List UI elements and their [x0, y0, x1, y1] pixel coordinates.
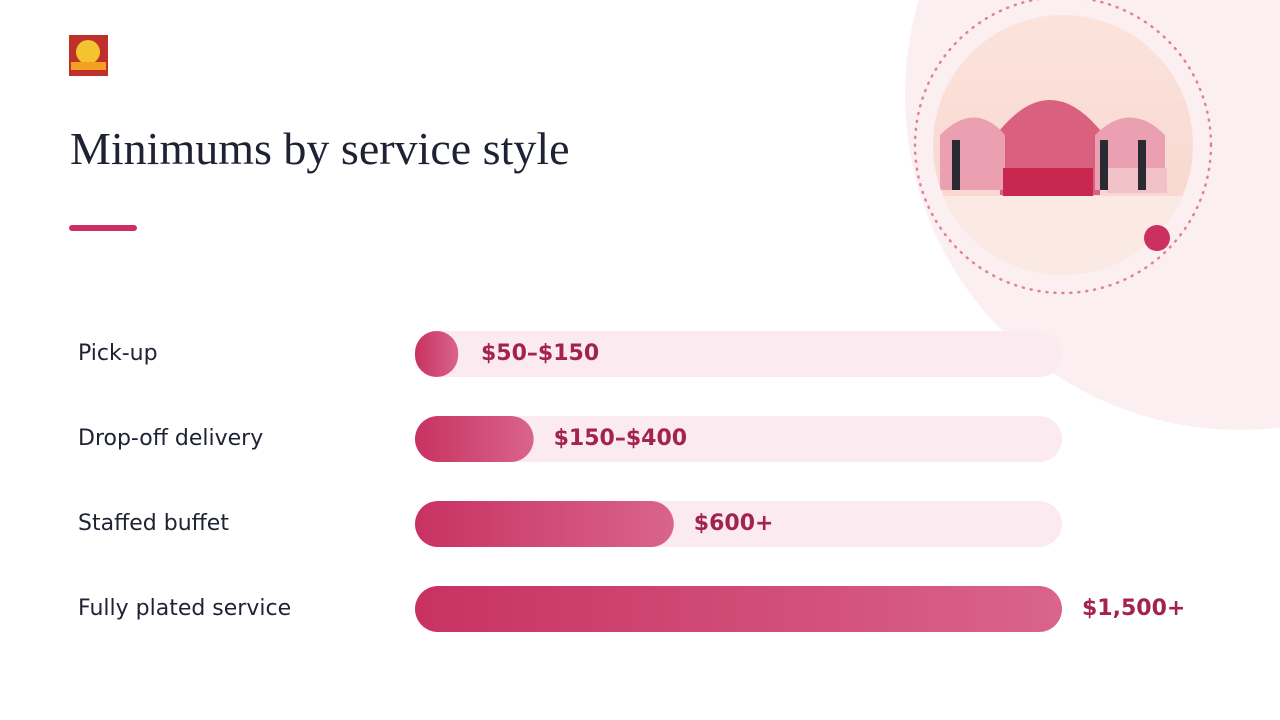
accent-dot: [1144, 225, 1170, 251]
logo: [69, 35, 108, 76]
bar: [415, 586, 1062, 632]
bar: [415, 416, 534, 462]
title-accent: [69, 225, 137, 231]
category-label: Pick-up: [78, 341, 158, 366]
value-label: $150–$400: [554, 426, 687, 451]
bar-track: [415, 416, 1062, 462]
bar: [415, 331, 459, 377]
value-label: $50–$150: [481, 341, 599, 366]
chart-title: Minimums by service style: [70, 123, 570, 174]
dotted-ring: [913, 0, 1213, 295]
value-label: $600+: [694, 511, 774, 536]
category-label: Staffed buffet: [78, 511, 229, 536]
category-label: Drop-off delivery: [78, 426, 263, 451]
value-label: $1,500+: [1082, 596, 1185, 621]
bar-track: [415, 331, 1062, 377]
category-label: Fully plated service: [78, 596, 291, 621]
bar: [415, 501, 674, 547]
